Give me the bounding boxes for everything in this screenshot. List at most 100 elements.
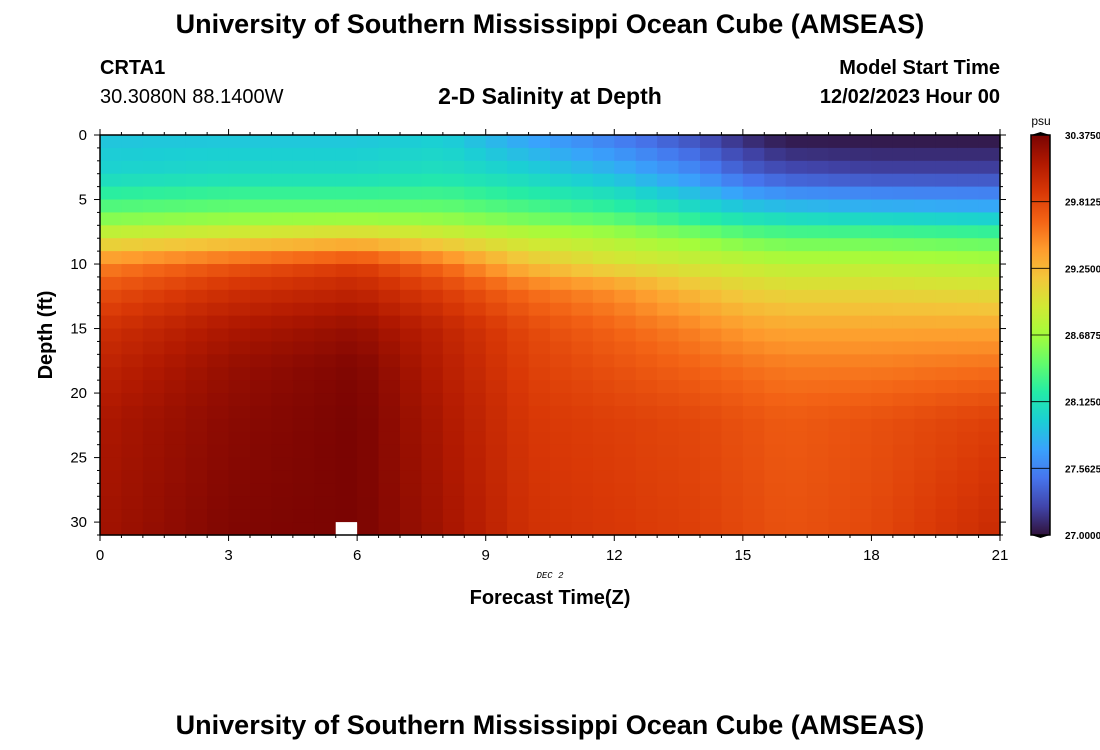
heatmap-cell	[700, 225, 723, 239]
heatmap-cell	[292, 457, 315, 472]
heatmap-cell	[464, 522, 487, 536]
heatmap-cell	[935, 444, 958, 459]
heatmap-cell	[528, 264, 551, 278]
heatmap-cell	[228, 199, 251, 214]
heatmap-cell	[485, 328, 508, 343]
heatmap-cell	[957, 135, 980, 149]
y-tick-label: 25	[70, 450, 87, 467]
heatmap-cell	[164, 457, 187, 472]
heatmap-cell	[828, 418, 851, 433]
heatmap-cell	[807, 302, 830, 317]
heatmap-cell	[914, 354, 937, 368]
heatmap-cell	[678, 431, 701, 446]
heatmap-cell	[550, 367, 573, 381]
heatmap-cell	[785, 509, 808, 523]
heatmap-cell	[228, 354, 251, 368]
heatmap-cell	[571, 483, 594, 497]
y-tick-label: 15	[70, 321, 87, 338]
heatmap-cell	[314, 328, 337, 343]
heatmap-cell	[335, 444, 358, 459]
heatmap-cell	[892, 264, 915, 278]
heatmap-cell	[785, 354, 808, 368]
heatmap-cell	[400, 160, 423, 175]
heatmap-cell	[657, 405, 680, 420]
heatmap-cell	[271, 315, 294, 330]
heatmap-cell	[207, 289, 230, 304]
heatmap-cell	[828, 289, 851, 304]
heatmap-cell	[228, 135, 251, 149]
heatmap-cell	[164, 483, 187, 497]
heatmap-cell	[892, 380, 915, 394]
heatmap-cell	[271, 199, 294, 214]
heatmap-cell	[378, 238, 401, 252]
heatmap-cell	[828, 328, 851, 343]
heatmap-cell	[507, 509, 530, 523]
heatmap-cell	[421, 444, 444, 459]
heatmap-cell	[464, 380, 487, 394]
heatmap-cell	[785, 367, 808, 381]
heatmap-cell	[378, 457, 401, 472]
heatmap-cell	[442, 289, 465, 304]
heatmap-cell	[635, 315, 658, 330]
heatmap-cell	[314, 186, 337, 201]
heatmap-cell	[635, 212, 658, 226]
heatmap-cell	[100, 160, 123, 175]
heatmap-cell	[550, 186, 573, 201]
heatmap-cell	[378, 212, 401, 226]
heatmap-cell	[271, 405, 294, 420]
heatmap-cell	[314, 483, 337, 497]
heatmap-cell	[378, 341, 401, 355]
heatmap-cell	[592, 160, 615, 175]
heatmap-cell	[400, 470, 423, 484]
heatmap-cell	[421, 160, 444, 175]
heatmap-cell	[614, 302, 637, 317]
heatmap-cell	[721, 238, 744, 252]
heatmap-cell	[228, 418, 251, 433]
heatmap-cell	[314, 341, 337, 355]
heatmap-cell	[507, 393, 530, 407]
heatmap-cell	[678, 328, 701, 343]
heatmap-cell	[700, 522, 723, 536]
heatmap-cell	[742, 457, 765, 472]
heatmap-cell	[978, 264, 1001, 278]
heatmap-cell	[100, 225, 123, 239]
heatmap-cell	[142, 341, 165, 355]
heatmap-cell	[828, 160, 851, 175]
heatmap-cell	[657, 496, 680, 510]
heatmap-cell	[507, 251, 530, 265]
heatmap-cell	[400, 173, 423, 188]
heatmap-cell	[400, 367, 423, 381]
heatmap-cell	[785, 186, 808, 201]
heatmap-cell	[421, 522, 444, 536]
heatmap-cell	[614, 367, 637, 381]
heatmap-cell	[314, 315, 337, 330]
heatmap-cell	[100, 264, 123, 278]
heatmap-cell	[978, 405, 1001, 420]
heatmap-cell	[850, 264, 873, 278]
heatmap-cell	[421, 483, 444, 497]
heatmap-cell	[100, 393, 123, 407]
heatmap-cell	[807, 509, 830, 523]
heatmap-cell	[871, 354, 894, 368]
heatmap-cell	[292, 328, 315, 343]
heatmap-cell	[592, 354, 615, 368]
heatmap-cell	[807, 483, 830, 497]
heatmap-cell	[121, 135, 144, 149]
heatmap-cell	[914, 509, 937, 523]
heatmap-cell	[871, 522, 894, 536]
heatmap-cell	[571, 186, 594, 201]
heatmap-cell	[742, 341, 765, 355]
heatmap-cell	[207, 457, 230, 472]
heatmap-cell	[935, 328, 958, 343]
heatmap-cell	[378, 302, 401, 317]
heatmap-cell	[507, 496, 530, 510]
heatmap-cell	[121, 457, 144, 472]
heatmap-cell	[550, 418, 573, 433]
heatmap-cell	[292, 302, 315, 317]
heatmap-cell	[978, 173, 1001, 188]
heatmap-cell	[400, 431, 423, 446]
heatmap-cell	[635, 405, 658, 420]
heatmap-cell	[635, 341, 658, 355]
heatmap-cell	[635, 483, 658, 497]
heatmap-cell	[528, 380, 551, 394]
